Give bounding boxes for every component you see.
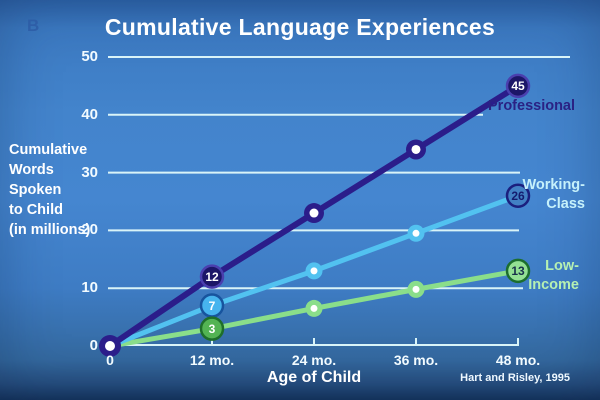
series-label-low-income: Low- Income — [528, 258, 579, 293]
value-bubble-label: 12 — [205, 270, 219, 284]
y-tick-label-50: 50 — [81, 48, 98, 65]
x-tick-label-4: 48 mo. — [495, 352, 541, 368]
x-tick-label-1: 12 mo. — [189, 352, 235, 368]
value-bubble — [505, 73, 531, 99]
data-point-center — [412, 285, 420, 293]
value-bubble-label: 13 — [511, 264, 525, 278]
data-point-center — [310, 267, 318, 275]
value-bubble — [199, 264, 225, 289]
x-tick-label-0: 0 — [106, 352, 114, 368]
y-axis-label: Cumulative Words Spoken to Child (in mil… — [9, 142, 91, 238]
data-point-center — [412, 229, 420, 237]
series-label-professional: Professional — [488, 98, 576, 114]
value-bubble-label: 7 — [209, 299, 216, 313]
value-bubble — [199, 316, 225, 341]
chart-title: Cumulative Language Experiences — [104, 14, 496, 40]
slide-watermark: B — [27, 16, 40, 35]
y-tick-label-0: 0 — [89, 337, 98, 354]
y-tick-label-20: 20 — [81, 221, 98, 239]
value-bubble-label: 26 — [511, 189, 525, 203]
data-point-center — [310, 304, 318, 312]
y-tick-label-40: 40 — [81, 105, 98, 123]
y-tick-label-30: 30 — [81, 163, 98, 181]
value-bubble-label: 45 — [511, 79, 525, 93]
source-citation: Hart and Risley, 1995 — [460, 372, 570, 384]
origin-point-center — [105, 341, 115, 351]
x-tick-label-3: 36 mo. — [393, 352, 439, 368]
value-bubble — [505, 183, 531, 208]
value-bubble — [505, 258, 531, 284]
y-tick-label-10: 10 — [81, 279, 98, 297]
value-bubble-label: 3 — [209, 322, 216, 336]
x-tick-label-2: 24 mo. — [291, 352, 337, 368]
series-label-working-class: Working- Class — [522, 177, 585, 212]
x-axis-label: Age of Child — [266, 369, 362, 386]
data-point-center — [309, 208, 319, 218]
data-point-center — [411, 144, 421, 154]
